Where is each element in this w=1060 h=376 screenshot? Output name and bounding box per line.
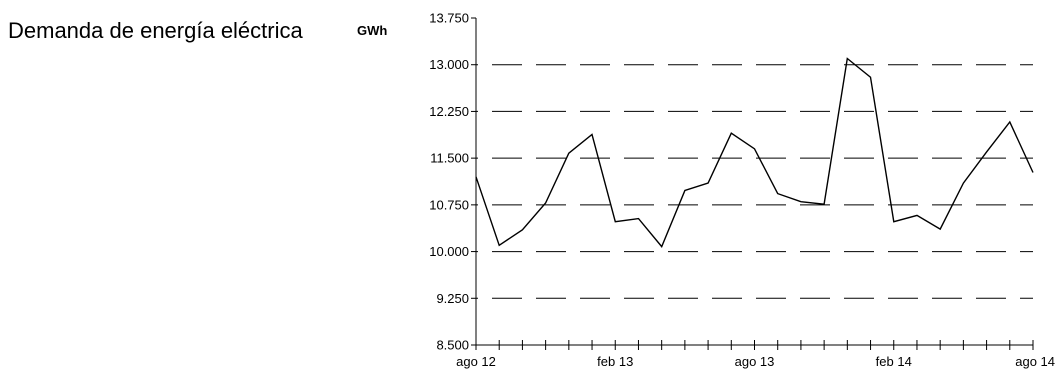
y-tick-label: 13.750 <box>429 11 469 26</box>
data-point <box>846 57 849 60</box>
y-tick-label: 10.000 <box>429 244 469 259</box>
data-point <box>962 182 965 185</box>
data-point <box>475 175 478 178</box>
data-point <box>776 192 779 195</box>
x-tick-label: ago 13 <box>735 354 775 369</box>
y-tick-label: 10.750 <box>429 197 469 212</box>
data-point <box>567 152 570 155</box>
y-unit-label: GWh <box>357 23 388 38</box>
y-tick-label: 8.500 <box>436 338 469 353</box>
data-point <box>544 201 547 204</box>
data-point <box>799 200 802 203</box>
data-point <box>591 133 594 136</box>
x-tick-label: ago 12 <box>456 354 496 369</box>
data-point <box>892 220 895 223</box>
data-point <box>730 132 733 135</box>
data-point <box>869 76 872 79</box>
data-point <box>823 203 826 206</box>
data-point <box>660 245 663 248</box>
chart-title: Demanda de energía eléctrica <box>8 18 303 43</box>
y-tick-label: 13.000 <box>429 57 469 72</box>
x-tick-label: feb 13 <box>597 354 633 369</box>
y-tick-label: 12.250 <box>429 104 469 119</box>
x-tick-label: ago 14 <box>1015 354 1055 369</box>
data-point <box>637 217 640 220</box>
data-point <box>939 228 942 231</box>
series-line-0 <box>475 57 1034 248</box>
data-point <box>683 189 686 192</box>
data-point <box>985 150 988 153</box>
data-point <box>521 228 524 231</box>
y-tick-label: 11.500 <box>430 151 469 166</box>
y-tick-label: 9.250 <box>436 291 469 306</box>
data-point <box>753 147 756 150</box>
x-tick-label: feb 14 <box>876 354 912 369</box>
data-point <box>1032 171 1035 174</box>
data-point <box>1008 121 1011 124</box>
data-point <box>498 244 501 247</box>
data-point <box>707 182 710 185</box>
data-point <box>614 220 617 223</box>
data-point <box>915 214 918 217</box>
